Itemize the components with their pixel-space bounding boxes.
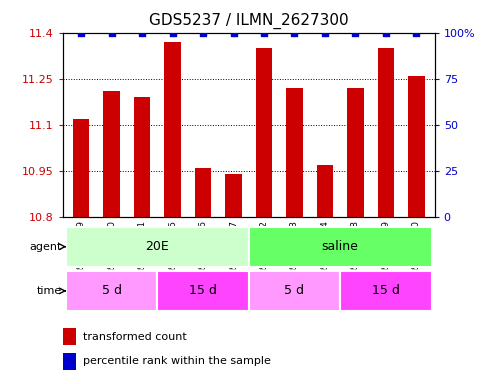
Text: transformed count: transformed count (83, 331, 187, 341)
Point (199, 30, 207, 36)
Bar (249, 227, 432, 266)
Bar (316, 165, 333, 217)
Bar (103, 91, 120, 217)
Text: 20E: 20E (145, 240, 169, 253)
Point (77, 30, 85, 36)
Point (382, 30, 390, 36)
Bar (195, 168, 212, 217)
Bar (340, 271, 432, 311)
Bar (164, 42, 181, 217)
Text: agent: agent (29, 242, 61, 252)
Text: 5 d: 5 d (101, 285, 122, 297)
Bar (134, 97, 150, 217)
Text: 15 d: 15 d (372, 285, 400, 297)
Bar (225, 174, 242, 217)
Point (108, 30, 115, 36)
Text: 5 d: 5 d (284, 285, 304, 297)
Bar (378, 48, 394, 217)
Point (169, 30, 176, 36)
Text: percentile rank within the sample: percentile rank within the sample (83, 356, 271, 366)
Bar (73, 119, 89, 217)
Bar (63, 353, 76, 370)
Point (229, 30, 237, 36)
Point (291, 30, 298, 36)
Bar (347, 88, 364, 217)
Text: saline: saline (322, 240, 359, 253)
Point (321, 30, 329, 36)
Bar (157, 271, 249, 311)
Text: 15 d: 15 d (189, 285, 217, 297)
Bar (66, 271, 157, 311)
Bar (63, 328, 76, 345)
Point (138, 30, 146, 36)
Title: GDS5237 / ILMN_2627300: GDS5237 / ILMN_2627300 (149, 12, 349, 28)
Bar (286, 88, 303, 217)
Bar (256, 48, 272, 217)
Point (260, 30, 268, 36)
Bar (408, 76, 425, 217)
Point (412, 30, 420, 36)
Bar (66, 227, 249, 266)
Point (352, 30, 359, 36)
Bar (249, 271, 340, 311)
Text: time: time (36, 286, 61, 296)
